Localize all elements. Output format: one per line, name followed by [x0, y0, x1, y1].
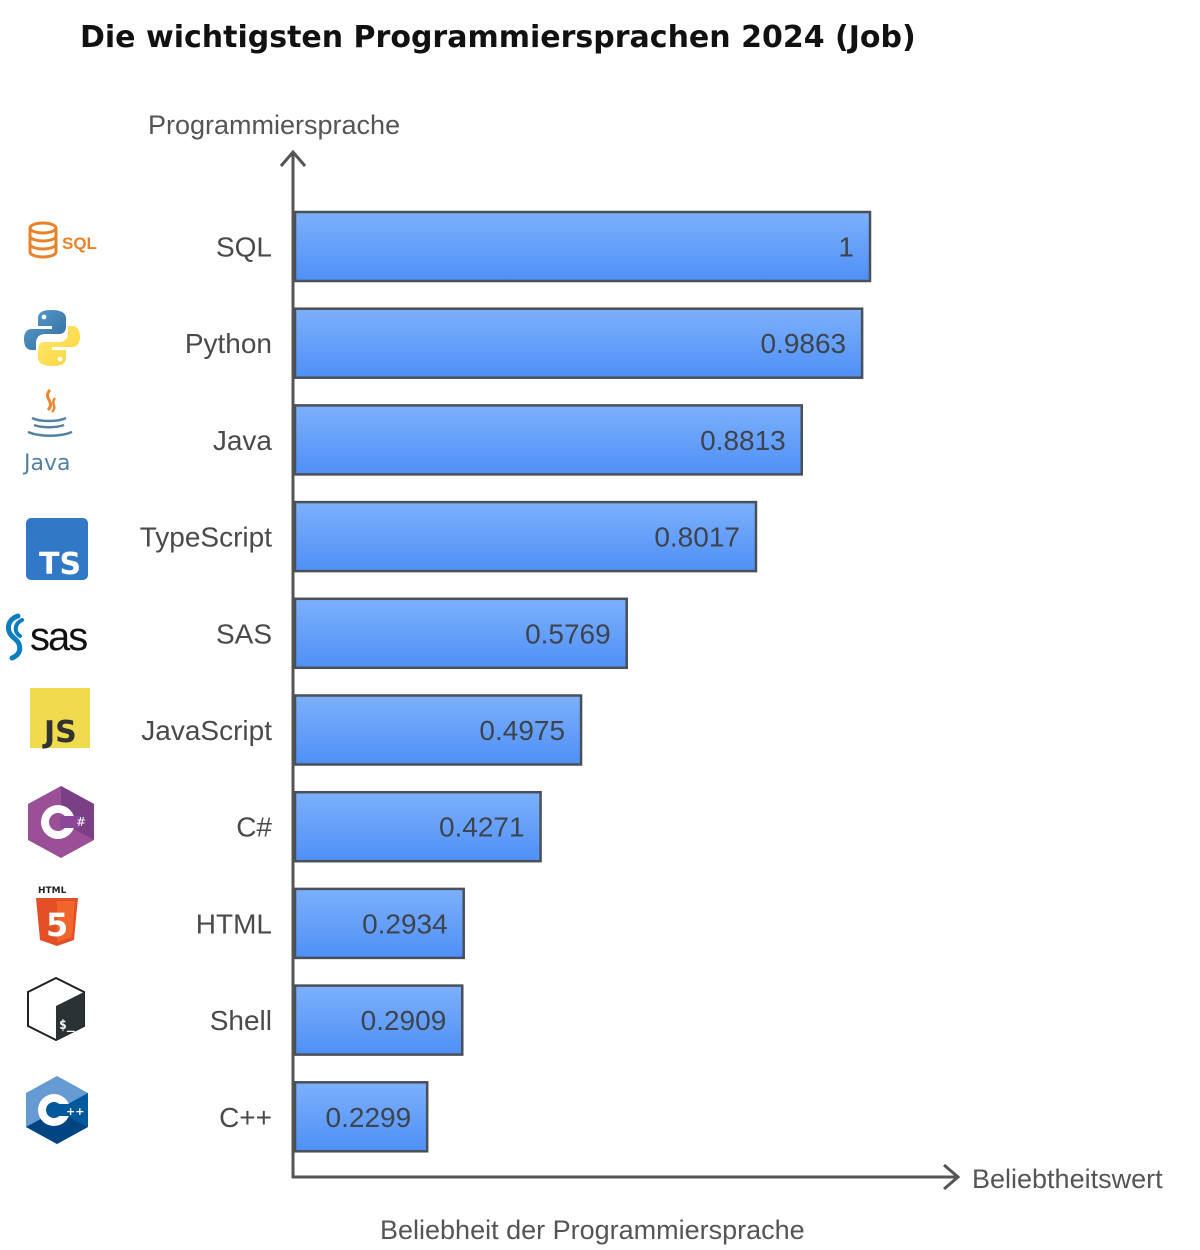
bar-html: [293, 887, 465, 960]
bar-typescript: [293, 500, 758, 573]
x-axis-arrowhead: [943, 1163, 961, 1191]
csharp-logo-icon: #: [28, 786, 94, 858]
cplusplus-logo-mark: ++: [66, 1105, 84, 1118]
category-label: C#: [236, 812, 272, 843]
category-label: SQL: [216, 232, 272, 263]
value-label: 0.4271: [439, 812, 525, 843]
bar-row: SAS 0.5769: [216, 597, 628, 670]
bar-row: JavaScript 0.4975: [141, 694, 583, 766]
bar-row: C# 0.4271: [236, 790, 542, 863]
chart-title: Die wichtigsten Programmiersprachen 2024…: [80, 20, 916, 55]
value-label: 0.2299: [326, 1102, 412, 1133]
category-label: Shell: [210, 1005, 272, 1036]
csharp-logo-mark: #: [76, 815, 86, 829]
value-label: 0.8017: [654, 522, 740, 553]
bar-cplusplus: [293, 1081, 429, 1153]
javascript-logo-text: JS: [42, 715, 77, 750]
sas-logo-icon: sas: [6, 613, 89, 661]
chart-caption: Beliebheit der Programmiersprache: [380, 1215, 805, 1245]
category-label: C++: [219, 1102, 272, 1133]
bar-sas: [293, 597, 628, 670]
category-label: TypeScript: [140, 522, 272, 553]
value-label: 1: [838, 232, 854, 263]
y-axis-title: Programmiersprache: [148, 110, 400, 140]
typescript-logo-text: TS: [39, 547, 81, 582]
bars-layer: SQL 1 Python 0.9863 Java 0.8813 TypeScript 0.80…: [140, 210, 872, 1153]
html5-logo-text: HTML: [38, 886, 67, 896]
category-label: Java: [213, 425, 273, 456]
html5-logo-icon: HTML 5: [36, 886, 78, 946]
bar-csharp: [293, 790, 542, 863]
x-axis: [292, 1163, 961, 1191]
logos-layer: SQL Java TS sas: [6, 221, 97, 1144]
python-logo-icon: [24, 310, 80, 366]
cplusplus-logo-icon: ++: [26, 1076, 88, 1144]
value-label: 0.5769: [525, 618, 611, 649]
category-label: Python: [185, 328, 272, 359]
y-axis-arrowhead: [279, 149, 307, 167]
bar-javascript: [293, 694, 583, 766]
x-axis-title: Beliebtheitswert: [972, 1164, 1163, 1194]
bash-shell-logo-icon: $_: [27, 976, 85, 1042]
bar-shell: [293, 984, 464, 1056]
category-label: SAS: [216, 618, 272, 649]
sql-logo-icon: SQL: [28, 221, 97, 259]
bar-row: Java 0.8813: [213, 404, 803, 476]
value-label: 0.4975: [479, 715, 565, 746]
bar-row: Shell 0.2909: [210, 984, 464, 1056]
bar-python: [293, 307, 864, 379]
html5-logo-number: 5: [46, 906, 68, 944]
bar-row: TypeScript 0.8017: [140, 500, 758, 573]
category-label: HTML: [196, 908, 272, 939]
java-logo-icon: Java: [22, 388, 73, 476]
value-label: 0.8813: [700, 425, 786, 456]
bash-shell-prompt: $_: [59, 1018, 75, 1033]
javascript-logo-icon: JS: [30, 688, 90, 750]
bar-sql: [293, 210, 872, 283]
sql-logo-text: SQL: [62, 234, 97, 253]
bar-java: [293, 404, 803, 476]
category-label: JavaScript: [141, 715, 272, 746]
value-label: 0.2934: [362, 908, 448, 939]
bar-row: C++ 0.2299: [219, 1081, 429, 1153]
y-axis: [279, 149, 307, 1178]
java-logo-text: Java: [22, 451, 70, 476]
value-label: 0.9863: [760, 328, 846, 359]
typescript-logo-icon: TS: [26, 518, 88, 582]
bar-row: HTML 0.2934: [196, 887, 465, 960]
sas-logo-text: sas: [30, 615, 87, 659]
value-label: 0.2909: [361, 1005, 447, 1036]
bar-row: SQL 1: [216, 210, 872, 283]
bar-row: Python 0.9863: [185, 307, 864, 379]
